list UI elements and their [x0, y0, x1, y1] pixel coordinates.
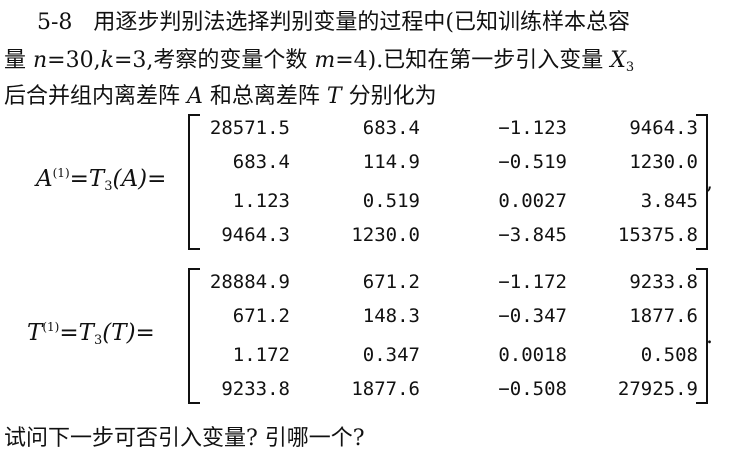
matrix-t-cell: −0.347 [447, 305, 567, 327]
var-n: n [33, 48, 47, 73]
lhs-var: A [36, 166, 53, 192]
var-x: X [610, 48, 626, 73]
matrix-a-cell: −0.519 [447, 151, 567, 173]
matrix-t-cell: 27925.9 [578, 378, 698, 400]
matrix-a-cell: 15375.8 [578, 224, 698, 246]
matrix-t-cell: 28884.9 [170, 271, 290, 293]
text-segment: 分别化为 [342, 84, 437, 109]
lhs-t: T [89, 166, 104, 192]
matrix-t-cell: 9233.8 [170, 378, 290, 400]
var-x-subscript: 3 [626, 60, 634, 75]
matrix-a-cell: 1.123 [170, 190, 290, 212]
matrix-t-cell: 1877.6 [300, 378, 420, 400]
matrix-t-cell: 9233.8 [578, 271, 698, 293]
matrix-t-cell: 0.508 [578, 344, 698, 366]
text-segment: =4).已知在第一步引入变量 [335, 48, 610, 73]
lhs-arg: (T)= [102, 320, 155, 346]
matrix-t-cell: −0.508 [447, 378, 567, 400]
lhs-eq: = [59, 320, 78, 346]
lhs-arg: (A)= [113, 166, 167, 192]
text-segment: 后合并组内离差阵 [4, 84, 187, 109]
text-segment: 量 [4, 48, 33, 73]
matrix-a-equation: A(1)=T3(A)= 28571.5 683.4 −1.123 9464.3 … [0, 112, 739, 252]
matrix-t-equation: T(1)=T3(T)= 28884.9 671.2 −1.172 9233.8 … [0, 266, 739, 406]
matrix-t-trailing-period: . [706, 324, 713, 349]
matrix-a-cell: 0.519 [300, 190, 420, 212]
matrix-a-cell: 9464.3 [578, 117, 698, 139]
matrix-a-cell: 683.4 [300, 117, 420, 139]
matrix-t-cell: 671.2 [300, 271, 420, 293]
matrix-t-cell: 0.347 [300, 344, 420, 366]
matrix-a-cell: −1.123 [447, 117, 567, 139]
var-m: m [314, 48, 335, 73]
lhs-t: T [79, 320, 94, 346]
matrix-t-cell: −1.172 [447, 271, 567, 293]
matrix-a-cell: 1230.0 [300, 224, 420, 246]
matrix-a-lhs: A(1)=T3(A)= [36, 166, 166, 194]
var-a: A [187, 84, 203, 109]
problem-line-2: 量 n=30,k=3,考察的变量个数 m=4).已知在第一步引入变量 X3 [4, 42, 634, 75]
matrix-a-cell: 0.0027 [447, 190, 567, 212]
lhs-sup: (1) [53, 166, 70, 180]
matrix-t-cell: 1.172 [170, 344, 290, 366]
text-segment: =30, [47, 48, 100, 73]
matrix-a-trailing-comma: , [706, 170, 713, 195]
matrix-a-cell: 1230.0 [578, 151, 698, 173]
problem-line-3: 后合并组内离差阵 A 和总离差阵 T 分别化为 [4, 78, 437, 110]
matrix-a-cell: 28571.5 [170, 117, 290, 139]
matrix-a-cell: 9464.3 [170, 224, 290, 246]
lhs-var: T [27, 320, 42, 346]
var-t: T [327, 84, 342, 109]
matrix-t-cell: 1877.6 [578, 305, 698, 327]
matrix-t-lhs: T(1)=T3(T)= [27, 320, 155, 348]
problem-text-1: 用逐步判别法选择判别变量的过程中(已知训练样本总容 [93, 10, 630, 35]
matrix-t-cell: 671.2 [170, 305, 290, 327]
lhs-sup: (1) [42, 320, 59, 334]
lhs-sub: 3 [94, 333, 102, 348]
lhs-sub: 3 [104, 179, 112, 194]
text-segment: =3,考察的变量个数 [114, 48, 314, 73]
matrix-t-cell: 0.0018 [447, 344, 567, 366]
matrix-a-cell: 683.4 [170, 151, 290, 173]
problem-number: 5-8 [37, 10, 72, 35]
lhs-eq: = [70, 166, 89, 192]
var-k: k [101, 48, 114, 73]
matrix-a-cell: 3.845 [578, 190, 698, 212]
matrix-t-cell: 148.3 [300, 305, 420, 327]
matrix-a-cell: −3.845 [447, 224, 567, 246]
text-segment: 和总离差阵 [203, 84, 327, 109]
matrix-a-cell: 114.9 [300, 151, 420, 173]
question-line: 试问下一步可否引入变量? 引哪一个? [4, 420, 365, 452]
problem-line-1: 5-8 用逐步判别法选择判别变量的过程中(已知训练样本总容 [37, 4, 630, 36]
